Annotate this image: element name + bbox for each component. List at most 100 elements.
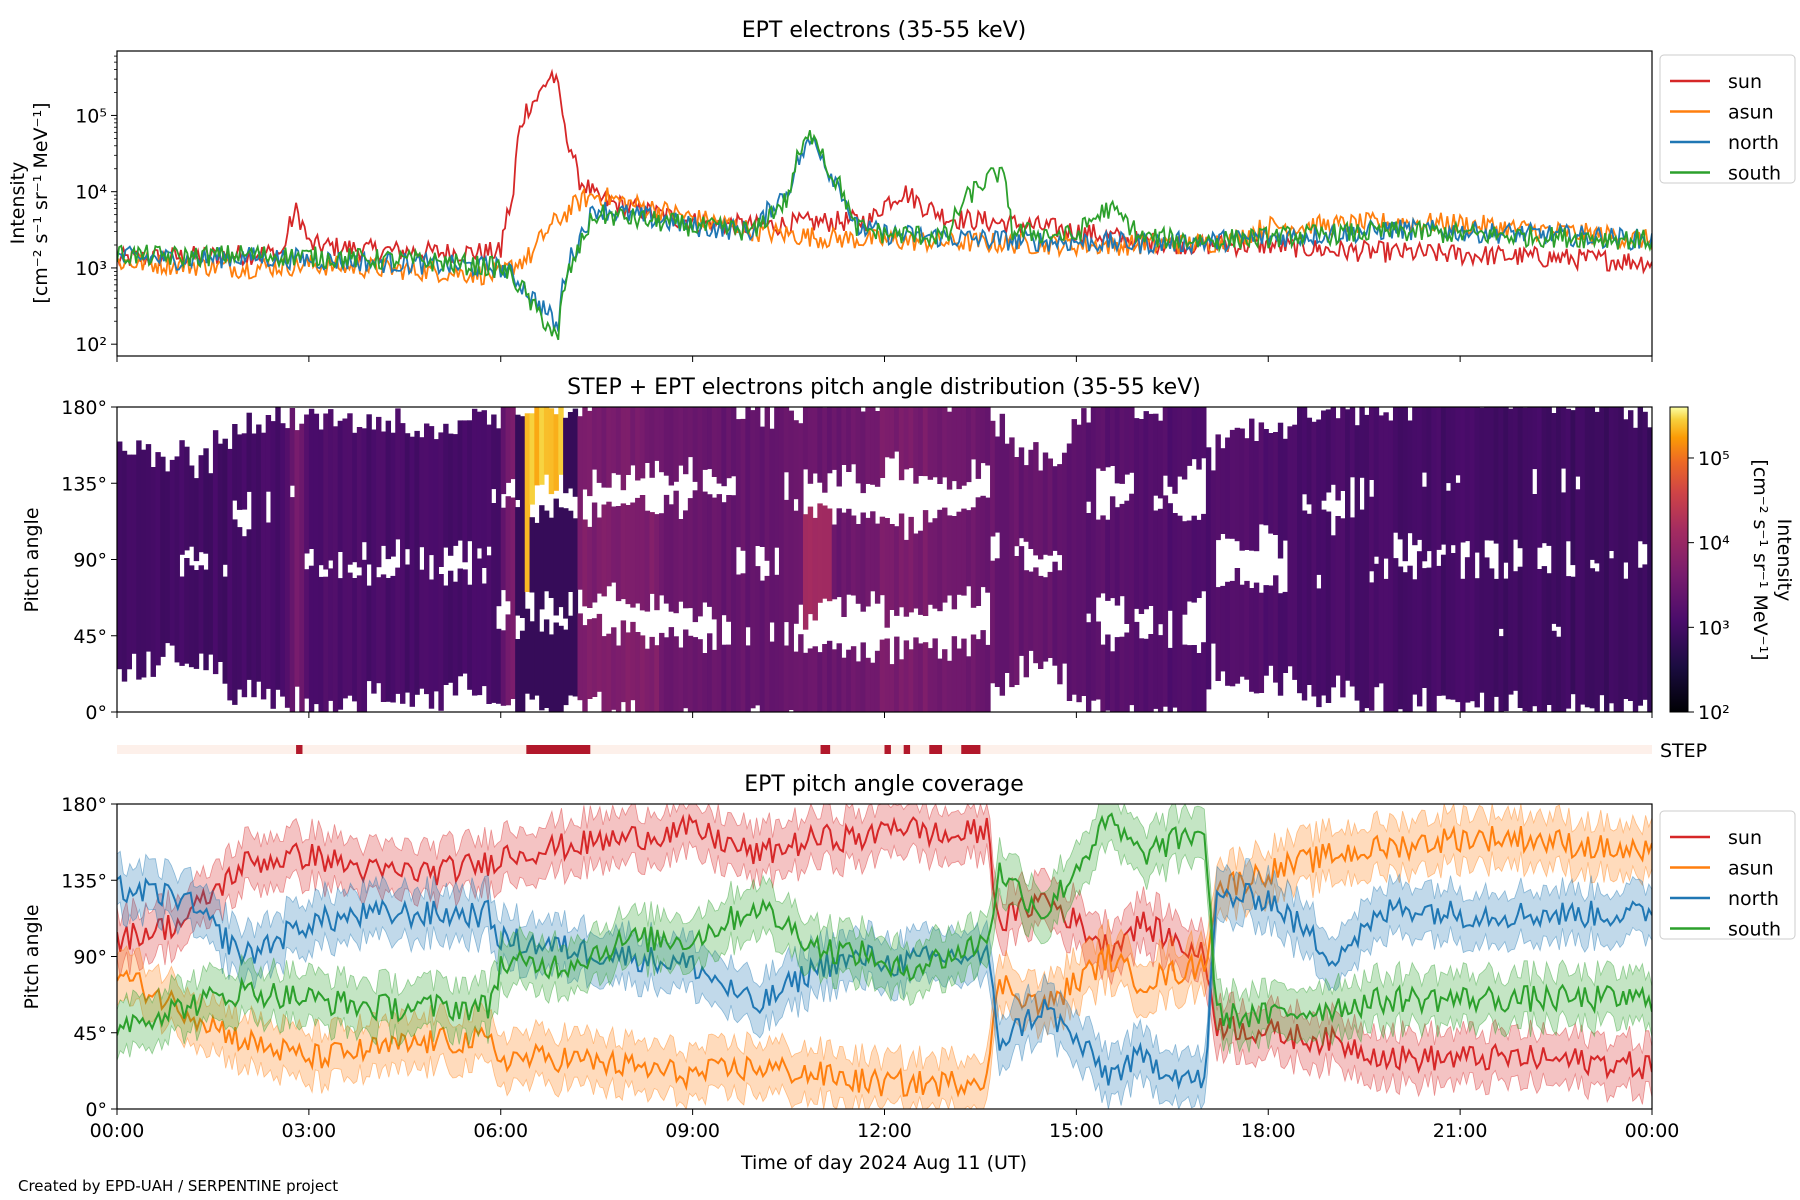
heatmap-cell xyxy=(898,659,905,712)
heatmap-cell xyxy=(932,407,938,478)
heatmap-cell xyxy=(1253,582,1260,694)
heatmap-cell xyxy=(553,414,559,491)
heatmap-cell xyxy=(615,407,622,475)
heatmap-cell xyxy=(1119,636,1125,712)
heatmap-cell xyxy=(918,643,924,712)
heatmap-cell xyxy=(1177,515,1183,712)
heatmap-cell xyxy=(577,416,583,590)
heatmap-cell xyxy=(304,414,310,554)
heatmap-cell xyxy=(1464,407,1471,542)
heatmap-cell xyxy=(1321,509,1327,696)
panel-coverage: EPT pitch angle coverage 0° 45° 90° 135° 180… xyxy=(21,772,1796,1174)
heatmap-cell xyxy=(1014,556,1020,685)
heatmap-cell xyxy=(1508,408,1514,695)
y-tick-label: 180° xyxy=(61,794,107,816)
heatmap-cell xyxy=(1469,407,1476,702)
heatmap-cell xyxy=(1249,418,1255,551)
heatmap-cell xyxy=(428,426,435,556)
heatmap-cell xyxy=(323,576,329,712)
heatmap-cell xyxy=(774,574,780,712)
heatmap-cell xyxy=(587,410,593,497)
heatmap-cell xyxy=(1556,407,1562,627)
step-bar-intervals xyxy=(296,745,981,754)
x-tick-label: 03:00 xyxy=(281,1120,336,1142)
heatmap-cell xyxy=(817,407,823,483)
legend-box xyxy=(1659,810,1796,940)
heatmap-cell xyxy=(639,495,646,611)
heatmap-cell xyxy=(390,432,396,557)
heatmap-cell xyxy=(970,507,977,608)
heatmap-cell xyxy=(1556,636,1562,712)
heatmap-cell xyxy=(1335,516,1341,676)
heatmap-cell xyxy=(654,407,660,461)
heatmap-cell xyxy=(625,632,631,712)
heatmap-cell xyxy=(1220,448,1226,534)
x-tick-label: 00:00 xyxy=(90,1120,145,1142)
heatmap-cell xyxy=(711,407,718,477)
heatmap-cell xyxy=(1436,565,1442,696)
heatmap-cell xyxy=(1114,507,1121,606)
heatmap-cell xyxy=(1277,422,1284,559)
heatmap-cell xyxy=(1594,571,1600,712)
heatmap-cell xyxy=(1325,409,1332,493)
heatmap-cell xyxy=(1642,564,1648,700)
heatmap-cell xyxy=(807,407,814,484)
heatmap-cell xyxy=(683,510,689,609)
heatmap-cell xyxy=(1426,567,1432,712)
heatmap-cell xyxy=(1119,503,1125,597)
heatmap-cell xyxy=(1057,570,1063,685)
heatmap-cell xyxy=(1642,411,1648,545)
heatmap-cell xyxy=(188,465,195,547)
heatmap-cell xyxy=(731,495,737,712)
heatmap-cell xyxy=(1009,437,1015,688)
heatmap-cell xyxy=(308,408,315,549)
heatmap-cell xyxy=(1354,425,1360,701)
heatmap-cell xyxy=(1440,407,1447,545)
heatmap-cell xyxy=(874,411,881,487)
heatmap-cell xyxy=(946,411,953,490)
heatmap-cell xyxy=(1181,644,1188,712)
heatmap-cell xyxy=(846,508,852,595)
heatmap-cell xyxy=(783,499,790,623)
heatmap-cell xyxy=(1460,578,1466,712)
heatmap-cell xyxy=(1407,420,1413,534)
heatmap-cell xyxy=(1273,432,1279,535)
heatmap-cell xyxy=(1215,587,1221,681)
heatmap-cell xyxy=(366,414,372,565)
heatmap-cell xyxy=(371,429,377,694)
heatmap-cell xyxy=(711,649,718,712)
coverage-line-south xyxy=(117,812,1652,1036)
heatmap-cell xyxy=(1061,452,1068,664)
heatmap-cell xyxy=(894,636,900,712)
heatmap-cell xyxy=(970,634,977,712)
heatmap-cell xyxy=(678,407,684,466)
heatmap-cell xyxy=(985,644,991,712)
heatmap-cell xyxy=(558,625,564,712)
heatmap-cell xyxy=(1450,407,1456,546)
heatmap-cell xyxy=(659,632,665,712)
heatmap-cell xyxy=(611,506,617,583)
heatmap-cell xyxy=(1282,438,1289,541)
panel3-y-ticks: 0° 45° 90° 135° 180° xyxy=(61,794,117,1121)
heatmap-cell xyxy=(726,495,732,622)
heatmap-cell xyxy=(937,658,943,712)
heatmap-cell xyxy=(927,522,934,605)
heatmap-cell xyxy=(687,498,694,609)
heatmap-cell xyxy=(918,530,924,615)
heatmap-cell xyxy=(831,407,838,470)
heatmap-cell xyxy=(376,577,382,684)
heatmap-cell xyxy=(203,448,209,554)
heatmap-cell xyxy=(1349,517,1356,687)
heatmap-cell xyxy=(913,407,919,484)
heatmap-cell xyxy=(404,433,411,550)
heatmap-cell xyxy=(308,565,315,712)
heatmap-cell xyxy=(529,517,535,593)
heatmap-cell xyxy=(1321,410,1327,501)
heatmap-cell xyxy=(471,408,478,696)
heatmap-cell xyxy=(1047,458,1053,556)
heatmap-cell xyxy=(400,423,406,704)
heatmap-cell xyxy=(922,510,929,616)
coverage-line-sun xyxy=(117,813,1652,1080)
heatmap-cell xyxy=(1575,407,1581,477)
heatmap-cell xyxy=(1493,407,1500,544)
